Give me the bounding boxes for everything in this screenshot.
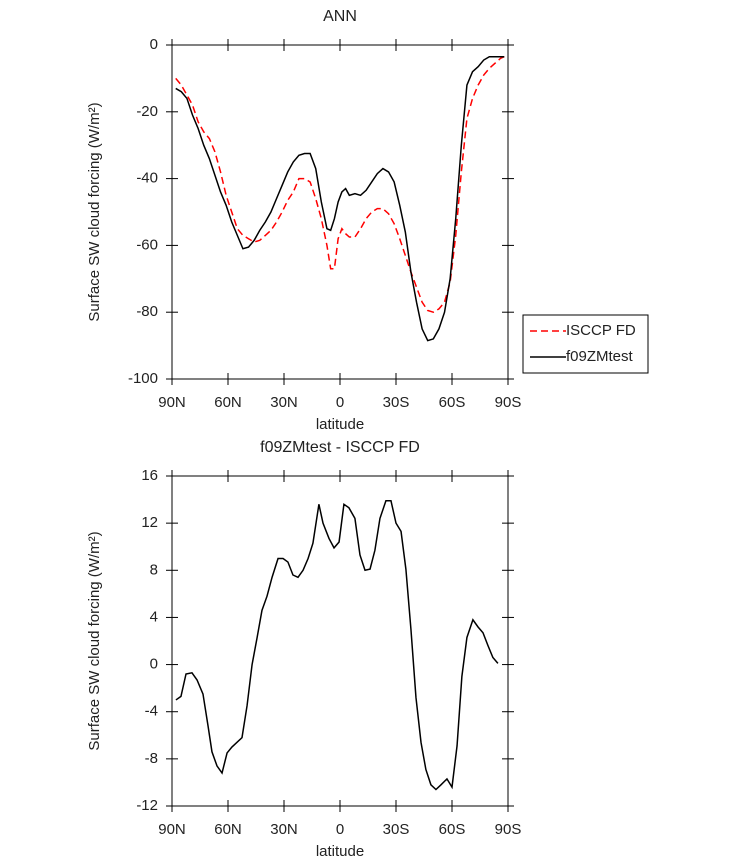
y-tick-label: 12 bbox=[141, 514, 158, 531]
y-tick-label: -20 bbox=[136, 103, 158, 120]
x-tick-label: 30N bbox=[270, 821, 298, 838]
y-tick-label: -12 bbox=[136, 797, 158, 814]
x-tick-label: 90S bbox=[495, 394, 522, 411]
chart-title: f09ZMtest - ISCCP FD bbox=[260, 439, 420, 456]
x-tick-label: 60S bbox=[439, 394, 466, 411]
x-tick-label: 60S bbox=[439, 821, 466, 838]
series-line bbox=[175, 55, 505, 342]
y-tick-label: 8 bbox=[150, 561, 158, 578]
x-tick-label: 60N bbox=[214, 394, 242, 411]
x-tick-label: 30N bbox=[270, 394, 298, 411]
x-tick-label: 60N bbox=[214, 821, 242, 838]
y-tick-label: -4 bbox=[145, 703, 158, 720]
y-tick-label: -8 bbox=[145, 750, 158, 767]
y-tick-label: -100 bbox=[128, 370, 158, 387]
y-tick-label: 16 bbox=[141, 467, 158, 484]
x-tick-label: 90N bbox=[158, 394, 186, 411]
y-tick-label: -40 bbox=[136, 170, 158, 187]
y-axis-label: Surface SW cloud forcing (W/m²) bbox=[86, 102, 103, 321]
y-tick-label: -60 bbox=[136, 236, 158, 253]
x-axis-label: latitude bbox=[316, 416, 364, 433]
x-tick-label: 90N bbox=[158, 821, 186, 838]
y-tick-label: 0 bbox=[150, 656, 158, 673]
x-axis-label: latitude bbox=[316, 843, 364, 860]
y-axis-label: Surface SW cloud forcing (W/m²) bbox=[86, 531, 103, 750]
chart-title: ANN bbox=[323, 8, 357, 25]
y-tick-label: 4 bbox=[150, 608, 158, 625]
y-tick-label: -80 bbox=[136, 303, 158, 320]
x-tick-label: 90S bbox=[495, 821, 522, 838]
x-tick-label: 30S bbox=[383, 821, 410, 838]
legend-label: ISCCP FD bbox=[566, 322, 636, 339]
plot-frame bbox=[171, 475, 509, 807]
series-line bbox=[175, 500, 499, 791]
x-tick-label: 0 bbox=[336, 821, 344, 838]
series-line bbox=[175, 56, 505, 314]
x-tick-label: 30S bbox=[383, 394, 410, 411]
legend-label: f09ZMtest bbox=[566, 348, 634, 365]
x-tick-label: 0 bbox=[336, 394, 344, 411]
y-tick-label: 0 bbox=[150, 36, 158, 53]
legend-box bbox=[522, 314, 649, 374]
